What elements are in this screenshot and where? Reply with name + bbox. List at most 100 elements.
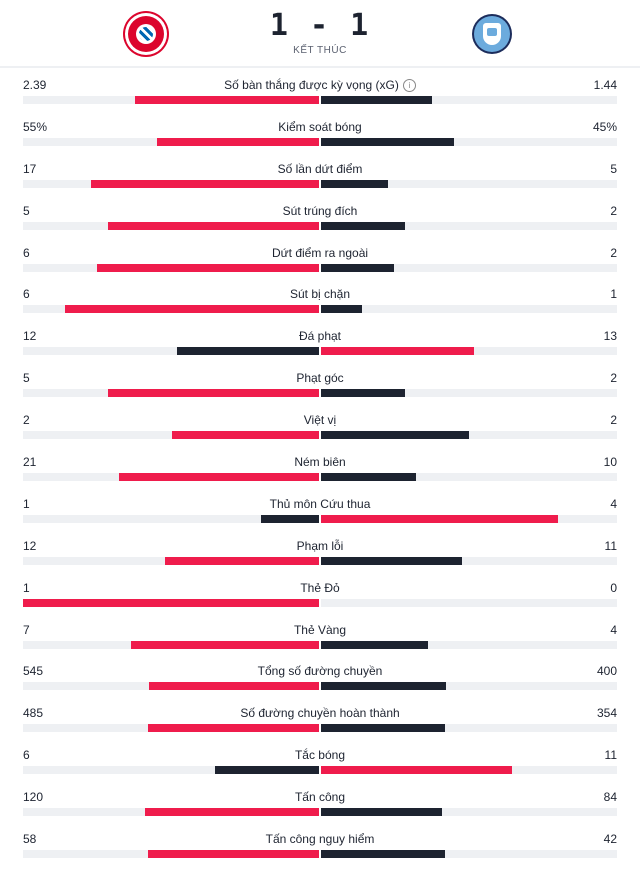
stat-label-text: Ném biên xyxy=(294,455,346,470)
stat-row: 12 Phạm lỗi 11 xyxy=(0,529,640,571)
away-bar xyxy=(320,179,388,188)
away-stat-value: 2 xyxy=(610,203,617,218)
home-bar xyxy=(23,598,320,607)
home-stat-value: 5 xyxy=(23,371,30,386)
stat-label: Số đường chuyền hoàn thành xyxy=(0,706,640,720)
away-bar xyxy=(320,221,405,230)
home-bar-track xyxy=(23,221,320,230)
home-stat-value: 12 xyxy=(23,538,37,553)
bar-center-divider xyxy=(319,389,321,398)
stat-label-text: Thẻ Đỏ xyxy=(300,580,340,595)
home-bar-track xyxy=(23,724,320,733)
bar-center-divider xyxy=(319,724,321,733)
home-stat-value: 1 xyxy=(23,496,30,511)
bar-center-divider xyxy=(319,473,321,482)
home-stat-value: 55% xyxy=(23,119,48,134)
stat-label: Sút trúng đích xyxy=(0,204,640,218)
stat-label-text: Việt vị xyxy=(303,413,337,428)
home-bar-track xyxy=(23,389,320,398)
stat-label-text: Phạt góc xyxy=(296,371,344,386)
stat-label: Tấn công nguy hiểm xyxy=(0,832,640,846)
stat-row: 55% Kiểm soát bóng 45% xyxy=(0,110,640,152)
stat-label-text: Đá phạt xyxy=(298,329,342,344)
match-header: 1 - 1 KẾT THÚC xyxy=(0,0,640,66)
stat-label: Thủ môn Cứu thua xyxy=(0,497,640,511)
bar-center-divider xyxy=(319,766,321,775)
stat-row: 6 Tắc bóng 11 xyxy=(0,738,640,780)
home-bar xyxy=(215,766,320,775)
away-stat-value: 4 xyxy=(610,496,617,511)
away-bar-track xyxy=(320,808,617,817)
home-bar-track xyxy=(23,598,320,607)
away-bar xyxy=(320,347,475,356)
match-score: 1 - 1 xyxy=(269,8,371,43)
stat-label-text: Kiểm soát bóng xyxy=(278,119,362,134)
away-bar-track xyxy=(320,179,617,188)
match-status: KẾT THÚC xyxy=(293,45,347,56)
home-bar xyxy=(165,556,320,565)
away-team-logo-icon[interactable] xyxy=(474,16,510,52)
stat-label: Phạt góc xyxy=(0,371,640,385)
home-bar xyxy=(118,473,320,482)
stat-label-text: Số lần dứt điểm xyxy=(277,161,363,176)
home-stat-value: 545 xyxy=(23,664,44,679)
away-bar-track xyxy=(320,473,617,482)
home-stat-value: 1 xyxy=(23,580,30,595)
bar-center-divider xyxy=(319,96,321,104)
away-bar-track xyxy=(320,724,617,733)
stat-row: 545 Tổng số đường chuyền 400 xyxy=(0,654,640,696)
home-stat-value: 21 xyxy=(23,455,37,470)
away-bar xyxy=(320,137,454,146)
home-bar xyxy=(156,137,320,146)
home-stat-value: 2.39 xyxy=(23,78,47,92)
stat-label: Dứt điểm ra ngoài xyxy=(0,246,640,260)
away-bar-track xyxy=(320,137,617,146)
home-bar xyxy=(97,263,320,272)
away-bar-track xyxy=(320,305,617,314)
stat-label-text: Thẻ Vàng xyxy=(293,622,347,637)
home-stat-value: 58 xyxy=(23,832,37,847)
away-stat-value: 354 xyxy=(596,706,617,721)
bar-center-divider xyxy=(319,682,321,691)
home-bar xyxy=(148,682,320,691)
stat-label: Thẻ Đỏ xyxy=(0,581,640,595)
stat-row: 1 Thẻ Đỏ 0 xyxy=(0,571,640,613)
home-bar-track xyxy=(23,640,320,649)
home-bar xyxy=(177,347,320,356)
home-bar xyxy=(171,431,320,440)
home-stat-value: 2 xyxy=(23,413,30,428)
stat-label: Đá phạt xyxy=(0,329,640,343)
away-bar-track xyxy=(320,598,617,607)
away-stat-value: 1.44 xyxy=(593,78,617,92)
home-stat-value: 485 xyxy=(23,706,44,721)
bar-center-divider xyxy=(319,179,321,188)
away-bar xyxy=(320,724,446,733)
bar-center-divider xyxy=(319,305,321,314)
stat-label-text: Tổng số đường chuyền xyxy=(257,664,383,679)
away-stat-value: 2 xyxy=(610,371,617,386)
stat-row: 1 Thủ môn Cứu thua 4 xyxy=(0,487,640,529)
home-bar-track xyxy=(23,766,320,775)
stat-label: Ném biên xyxy=(0,455,640,469)
stat-label-text: Phạm lỗi xyxy=(296,538,344,553)
info-icon[interactable]: i xyxy=(402,79,416,92)
home-bar xyxy=(107,221,320,230)
stat-label-text: Sút bị chặn xyxy=(289,287,351,302)
away-stat-value: 5 xyxy=(610,161,617,176)
stat-label-text: Tắc bóng xyxy=(294,748,346,763)
away-bar xyxy=(320,850,445,859)
home-stat-value: 17 xyxy=(23,161,37,176)
home-team-logo-icon[interactable] xyxy=(128,16,164,52)
home-bar-track xyxy=(23,850,320,859)
home-bar-track xyxy=(23,808,320,817)
stat-row: 5 Phạt góc 2 xyxy=(0,361,640,403)
away-bar xyxy=(320,808,443,817)
stat-label: Số bàn thắng được kỳ vọng (xG) i xyxy=(0,78,640,92)
stat-label: Số lần dứt điểm xyxy=(0,162,640,176)
bar-center-divider xyxy=(319,850,321,859)
away-bar-track xyxy=(320,389,617,398)
away-stat-value: 0 xyxy=(610,580,617,595)
stat-label: Kiểm soát bóng xyxy=(0,120,640,134)
home-bar xyxy=(260,514,320,523)
home-bar-track xyxy=(23,137,320,146)
